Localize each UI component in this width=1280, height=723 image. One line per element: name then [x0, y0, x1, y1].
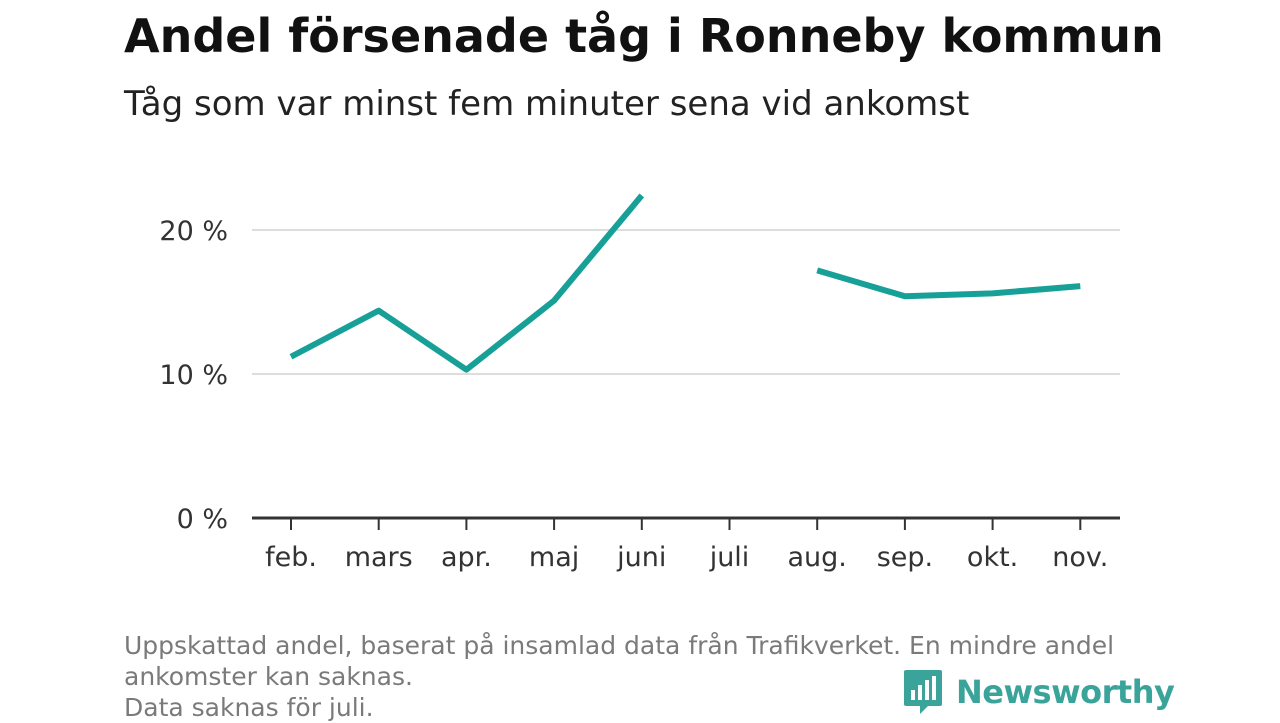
series-line: [816, 267, 1081, 300]
x-tick-label: maj: [529, 542, 579, 573]
y-tick-label: 10 %: [159, 360, 228, 391]
x-tick-label: apr.: [441, 542, 492, 573]
x-tick-label: juni: [616, 542, 666, 573]
x-tick-label: okt.: [967, 542, 1018, 573]
footnote-line: Uppskattad andel, baserat på insamlad da…: [124, 631, 1115, 660]
newsworthy-bar-chart-icon: [904, 670, 942, 714]
x-tick-label: sep.: [877, 542, 933, 573]
footnote-line: ankomster kan saknas.: [124, 662, 413, 691]
x-tick-label: nov.: [1052, 542, 1108, 573]
x-tick-label: feb.: [265, 542, 317, 573]
x-tick-label: mars: [345, 542, 413, 573]
y-tick-label: 20 %: [159, 216, 228, 247]
brand-logo: Newsworthy: [902, 668, 1175, 716]
x-tick-label: aug.: [788, 542, 847, 573]
series-line: [289, 193, 645, 373]
y-tick-label: 0 %: [177, 504, 228, 535]
chart-title: Andel försenade tåg i Ronneby kommun: [124, 9, 1164, 63]
footnote: Uppskattad andel, baserat på insamlad da…: [124, 630, 1164, 723]
line-chart: 0 % 10 % 20 % feb. mars apr. maj juni juli aug. se…: [159, 193, 1120, 573]
footnote-line: Data saknas för juli.: [124, 693, 374, 722]
chart-subtitle: Tåg som var minst fem minuter sena vid a…: [124, 84, 970, 124]
brand-name: Newsworthy: [956, 673, 1175, 711]
x-tick-label: juli: [709, 542, 750, 573]
